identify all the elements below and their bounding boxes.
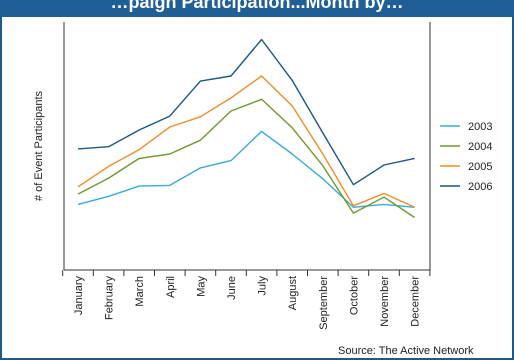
source-note: Source: The Active Network	[338, 345, 474, 357]
chart-title: …paign Participation...Month by…	[110, 0, 404, 12]
series-line-2003	[77, 130, 415, 209]
x-tick-label: May	[195, 276, 207, 297]
series-line-2005	[77, 75, 415, 208]
x-tick-label: January	[73, 276, 85, 316]
x-tick-label: February	[104, 276, 116, 321]
legend-label-2003: 2003	[468, 121, 492, 133]
x-tick-label: October	[348, 276, 360, 315]
x-tick-label: November	[379, 276, 391, 327]
legend-label-2004: 2004	[468, 141, 492, 153]
x-tick-label: August	[287, 276, 299, 310]
y-axis-label: # of Event Participants	[33, 90, 45, 201]
x-tick-label: March	[134, 276, 146, 307]
title-bar: …paign Participation...Month by…	[0, 0, 514, 17]
legend-label-2006: 2006	[468, 181, 492, 193]
legend-label-2005: 2005	[468, 161, 492, 173]
series-line-2004	[77, 98, 415, 219]
series-line-2006	[77, 38, 415, 186]
x-tick-label: July	[257, 276, 269, 296]
x-tick-label: June	[226, 276, 238, 300]
x-tick-label: December	[410, 276, 422, 327]
x-tick-label: April	[165, 276, 177, 298]
x-tick-label: September	[318, 276, 330, 330]
